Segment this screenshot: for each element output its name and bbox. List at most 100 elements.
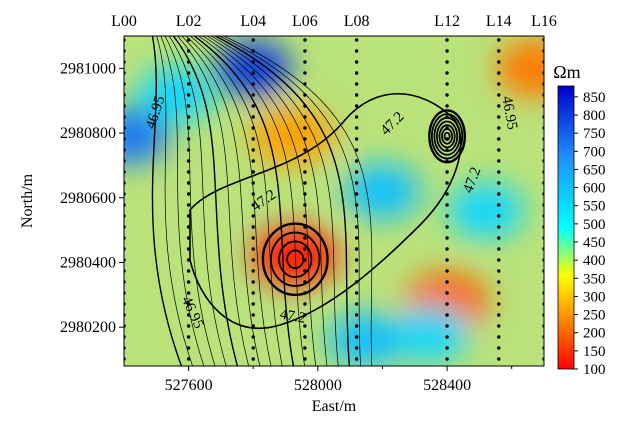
survey-point-L06-205: [303, 203, 307, 207]
survey-point-L08-106: [354, 104, 359, 108]
survey-line-label-L00: L00: [111, 13, 137, 30]
survey-point-L14-238: [497, 236, 501, 240]
survey-point-L14-216: [497, 214, 501, 218]
survey-point-L02-172: [186, 170, 191, 174]
survey-point-L02-216: [186, 214, 191, 218]
survey-point-L14-139: [497, 137, 501, 141]
survey-point-L04-194: [251, 192, 255, 196]
survey-point-L14-194: [497, 192, 501, 196]
x-tick-label-527600: 527600: [165, 377, 213, 394]
contour-line-1: [156, 36, 193, 366]
anomaly-low-1: [250, 106, 334, 167]
colorbar-unit: Ωm: [553, 62, 580, 82]
survey-point-L06-293: [303, 291, 307, 295]
y-tick-label-2981000: 2981000: [60, 60, 116, 77]
colorbar-tick-label-750: 750: [583, 126, 606, 142]
x-axis-ticks: 527600 528000 528400: [165, 366, 513, 394]
survey-point-L08-249: [354, 247, 359, 251]
survey-point-L12-304: [445, 302, 449, 306]
survey-point-L14-326: [497, 324, 501, 328]
survey-point-L02-117: [186, 115, 191, 119]
survey-point-L14-348: [497, 346, 501, 350]
colorbar-tick-label-550: 550: [583, 199, 606, 215]
survey-point-L12-40: [445, 38, 449, 42]
anomaly-high-7: [447, 182, 524, 239]
survey-point-L02-51: [186, 49, 191, 53]
survey-point-L02-95: [186, 93, 191, 97]
survey-point-L08-238: [354, 236, 359, 240]
survey-point-L08-227: [354, 225, 359, 229]
survey-point-L06-40: [303, 38, 307, 42]
survey-point-L08-117: [354, 115, 359, 119]
y-axis-label: North/m: [19, 173, 36, 228]
survey-point-L02-238: [186, 236, 191, 240]
survey-line-label-L04: L04: [240, 13, 266, 30]
survey-point-L14-150: [497, 148, 501, 152]
survey-point-L08-194: [354, 192, 359, 196]
survey-point-L08-282: [354, 280, 359, 284]
survey-line-label-L02: L02: [176, 13, 202, 30]
survey-point-L12-326: [445, 324, 449, 328]
survey-point-L08-293: [354, 291, 359, 295]
survey-point-L04-315: [251, 313, 255, 317]
survey-point-L04-40: [251, 38, 255, 42]
survey-point-L04-73: [251, 71, 255, 75]
colorbar-tick-label-400: 400: [583, 253, 606, 269]
survey-line-label-L16: L16: [531, 13, 557, 30]
survey-point-L12-51: [445, 49, 449, 53]
anomaly-high-6: [124, 108, 169, 165]
survey-point-L02-139: [186, 137, 191, 141]
survey-point-L04-139: [251, 137, 255, 141]
survey-point-L12-205: [445, 203, 449, 207]
survey-point-L04-249: [251, 247, 255, 251]
colorbar-tick-label-100: 100: [583, 362, 606, 378]
survey-point-L04-172: [251, 170, 255, 174]
survey-point-L06-161: [303, 159, 307, 163]
survey-point-L12-106: [445, 104, 449, 108]
survey-point-L02-128: [186, 126, 191, 130]
survey-point-L14-183: [497, 181, 501, 185]
survey-point-L02-62: [186, 60, 191, 64]
survey-point-L04-117: [251, 115, 255, 119]
contour-label-2: 46.95: [498, 95, 520, 131]
survey-point-L06-227: [303, 225, 307, 229]
survey-line-label-L08: L08: [344, 13, 370, 30]
survey-point-L06-194: [303, 192, 307, 196]
survey-point-L04-271: [251, 269, 255, 273]
survey-point-L06-172: [303, 170, 307, 174]
survey-point-L04-183: [251, 181, 255, 185]
survey-point-L04-150: [251, 148, 255, 152]
survey-point-L12-183: [445, 181, 449, 185]
survey-point-L08-326: [354, 324, 359, 328]
colorbar-tick-label-600: 600: [583, 181, 606, 197]
survey-point-L06-183: [303, 181, 307, 185]
survey-point-L08-271: [354, 269, 359, 273]
survey-point-L08-315: [354, 313, 359, 317]
survey-point-L04-337: [251, 335, 255, 339]
survey-point-L12-172: [445, 170, 449, 174]
survey-point-L14-62: [497, 60, 501, 64]
contour-line-13: [206, 36, 328, 366]
survey-point-L08-95: [354, 93, 359, 97]
survey-point-L12-227: [445, 225, 449, 229]
survey-point-L14-106: [497, 104, 501, 108]
survey-point-L02-326: [186, 324, 191, 328]
colorbar-tick-label-850: 850: [583, 90, 606, 106]
survey-point-L12-238: [445, 236, 449, 240]
survey-point-L04-326: [251, 324, 255, 328]
y-tick-label-2980800: 2980800: [60, 125, 116, 142]
survey-point-L14-337: [497, 335, 501, 339]
survey-point-L14-205: [497, 203, 501, 207]
contour-line-12: [202, 36, 317, 366]
survey-point-L14-40: [497, 38, 501, 42]
survey-point-L02-194: [186, 192, 191, 196]
ring-west-contour-2: [278, 240, 313, 278]
plot-frame: [123, 35, 545, 367]
anomaly-high-9: [392, 305, 469, 362]
survey-line-labels: L00 L02 L04 L06 L08 L12 L14 L16: [111, 13, 557, 30]
survey-point-L06-95: [303, 93, 307, 97]
survey-line-label-L14: L14: [486, 13, 512, 30]
contour-line-6: [177, 36, 249, 366]
